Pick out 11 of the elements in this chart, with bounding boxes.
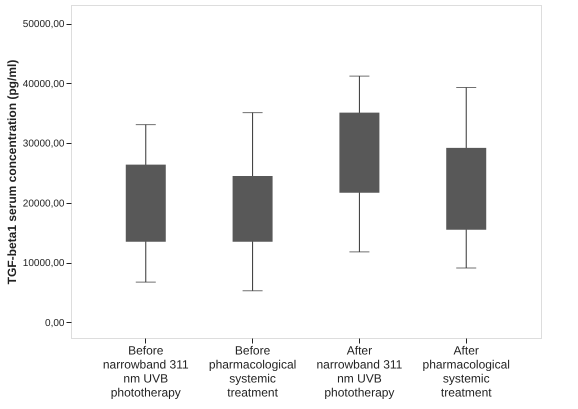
y-tick-label: 0,00 — [45, 318, 65, 329]
x-tick-label: Before pharmacological systemic treatment — [208, 344, 296, 400]
y-tick-label: 40000,00 — [22, 78, 65, 90]
y-tick-label: 10000,00 — [22, 258, 65, 270]
y-tick-label: 50000,00 — [22, 19, 65, 30]
y-axis-title: TGF-beta1 serum concentration (pg/ml) — [4, 60, 19, 284]
y-tick-label: 30000,00 — [22, 138, 65, 150]
x-tick-label: After pharmacological systemic treatment — [422, 344, 510, 400]
x-tick-label: After narrowband 311 nm UVB phototherapy — [316, 344, 403, 400]
y-tick-label: 20000,00 — [22, 198, 65, 210]
x-tick-label: Before narrowband 311 nm UVB phototherapy — [102, 344, 190, 400]
